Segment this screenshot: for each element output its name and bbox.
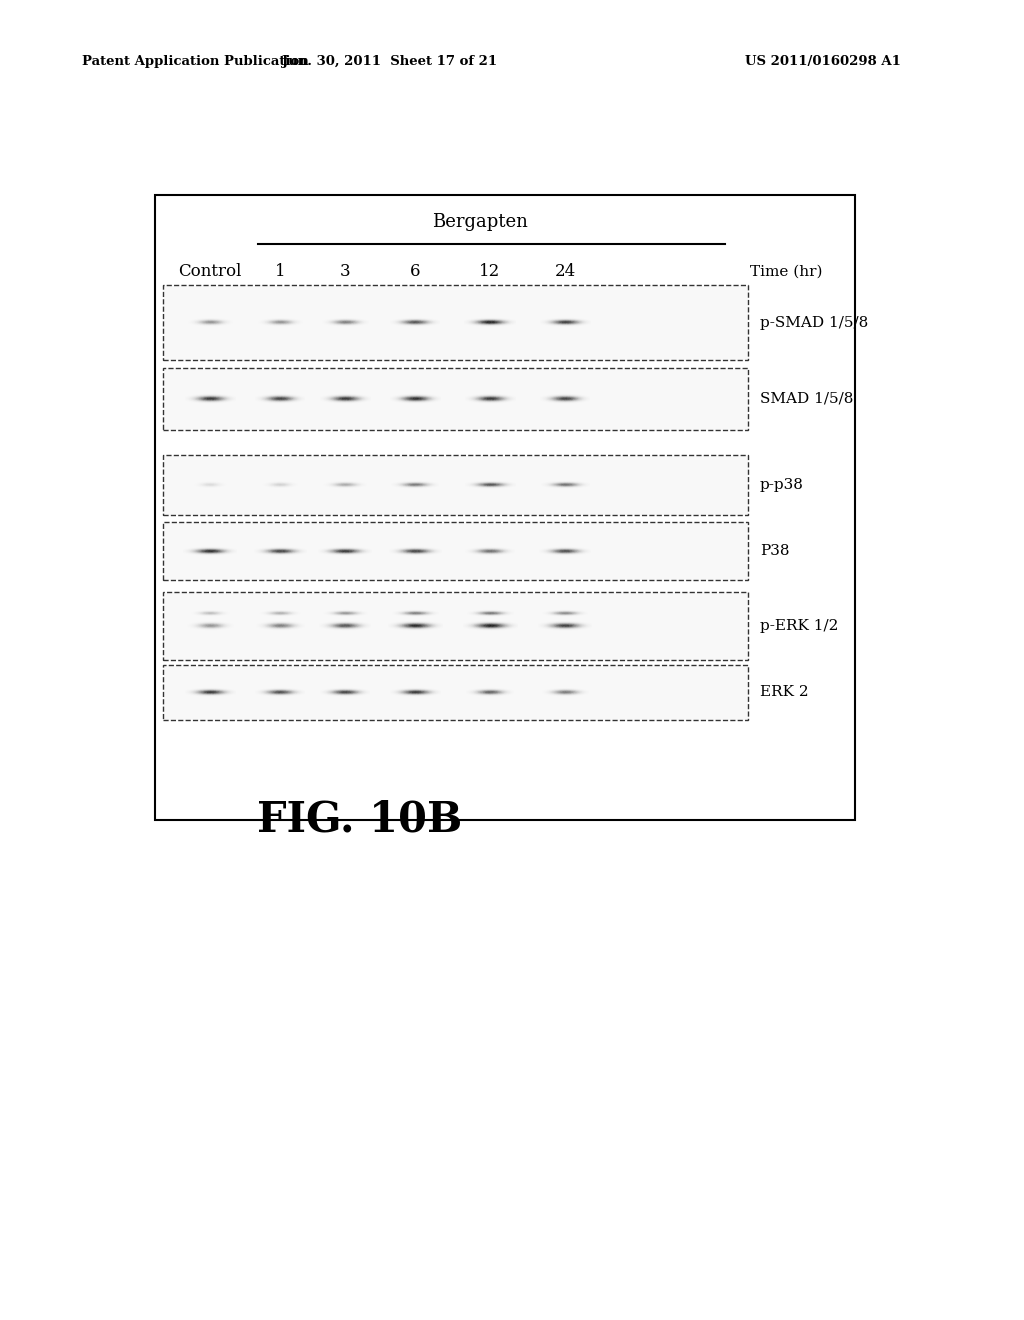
Text: US 2011/0160298 A1: US 2011/0160298 A1 xyxy=(745,55,901,69)
Text: p-p38: p-p38 xyxy=(760,478,804,492)
Text: Control: Control xyxy=(178,264,242,281)
Text: Time (hr): Time (hr) xyxy=(750,265,822,279)
Bar xyxy=(155,195,855,820)
Bar xyxy=(163,591,748,660)
Text: 3: 3 xyxy=(340,264,350,281)
Bar xyxy=(163,521,748,579)
Text: p-SMAD 1/5/8: p-SMAD 1/5/8 xyxy=(760,315,868,330)
Bar xyxy=(163,285,748,360)
Text: 12: 12 xyxy=(479,264,501,281)
Text: 6: 6 xyxy=(410,264,420,281)
Text: P38: P38 xyxy=(760,544,790,558)
Bar xyxy=(163,368,748,430)
Text: Bergapten: Bergapten xyxy=(432,213,528,231)
Bar xyxy=(163,665,748,719)
Text: Jun. 30, 2011  Sheet 17 of 21: Jun. 30, 2011 Sheet 17 of 21 xyxy=(283,55,498,69)
Text: p-ERK 1/2: p-ERK 1/2 xyxy=(760,619,839,634)
Text: SMAD 1/5/8: SMAD 1/5/8 xyxy=(760,392,853,407)
Text: 1: 1 xyxy=(274,264,286,281)
Bar xyxy=(163,455,748,515)
Text: Patent Application Publication: Patent Application Publication xyxy=(82,55,309,69)
Text: FIG. 10B: FIG. 10B xyxy=(257,799,463,841)
Text: ERK 2: ERK 2 xyxy=(760,685,809,700)
Text: 24: 24 xyxy=(554,264,575,281)
